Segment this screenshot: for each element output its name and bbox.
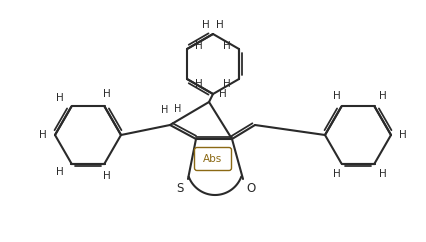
Text: H: H — [195, 41, 203, 51]
Text: H: H — [174, 104, 181, 114]
Text: H: H — [223, 79, 231, 89]
Text: H: H — [103, 90, 110, 99]
Text: O: O — [246, 182, 256, 195]
Text: H: H — [56, 166, 63, 177]
Text: H: H — [333, 169, 340, 179]
Text: H: H — [195, 79, 203, 89]
Text: Abs: Abs — [203, 154, 223, 164]
Text: H: H — [103, 171, 110, 181]
Text: H: H — [202, 20, 210, 30]
FancyBboxPatch shape — [195, 148, 231, 171]
Text: H: H — [39, 130, 47, 140]
Text: H: H — [216, 20, 224, 30]
Text: H: H — [379, 91, 386, 101]
Text: H: H — [223, 41, 231, 51]
Text: H: H — [219, 89, 227, 99]
Text: H: H — [379, 169, 386, 179]
Text: H: H — [161, 105, 169, 115]
Text: H: H — [399, 130, 407, 140]
Text: H: H — [333, 91, 340, 101]
Text: H: H — [56, 93, 63, 103]
Text: S: S — [176, 182, 184, 195]
